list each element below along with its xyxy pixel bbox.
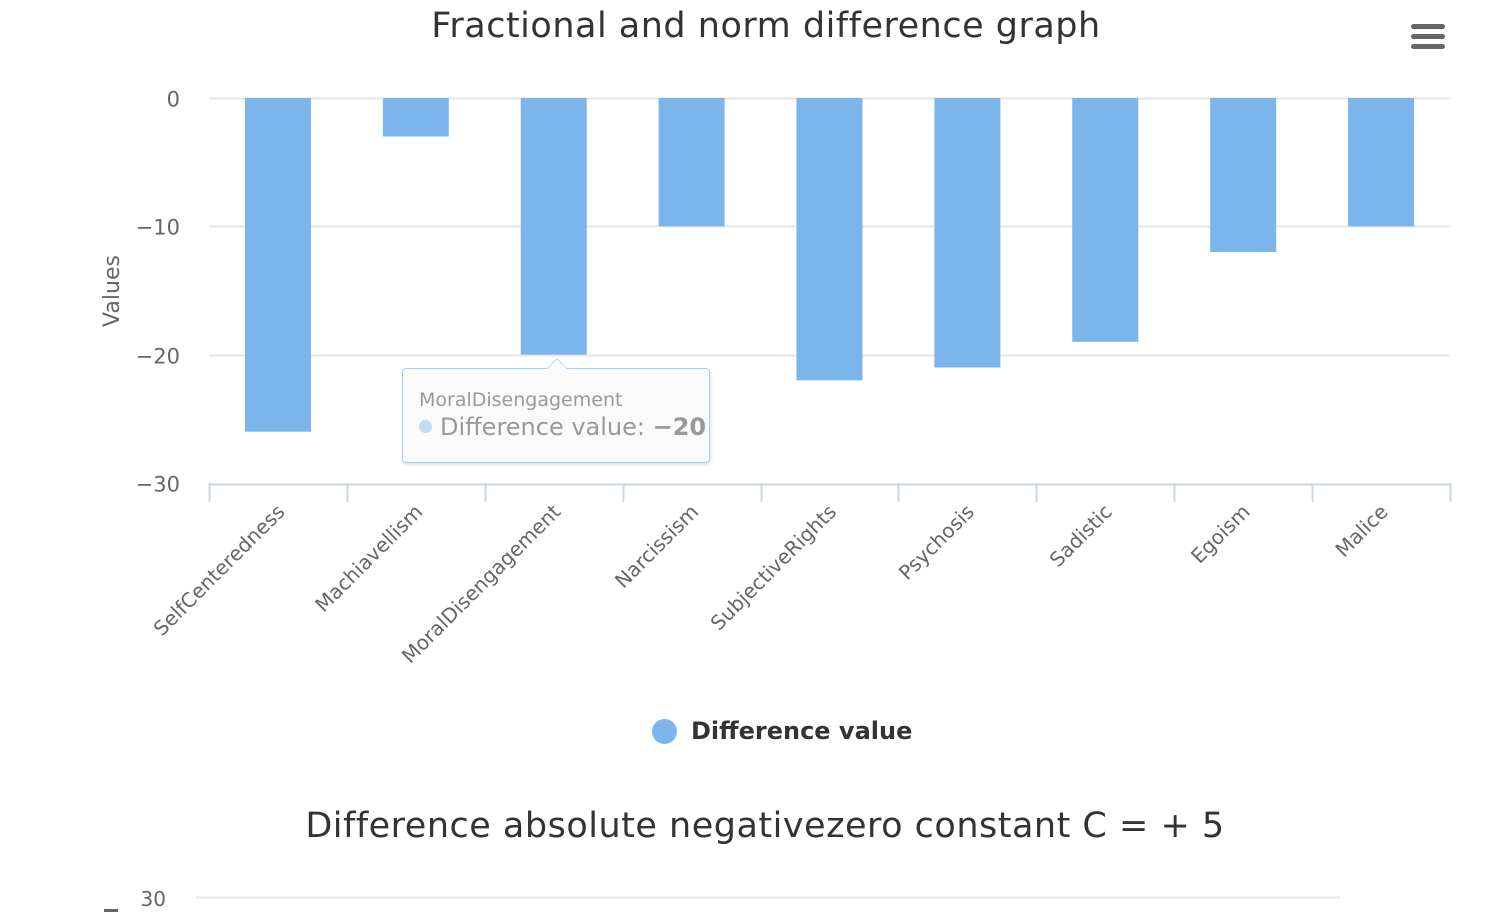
x-tick-label: SelfCenteredness <box>149 500 290 641</box>
x-tick-label: Psychosis <box>894 500 979 585</box>
legend-label: Difference value <box>691 717 913 745</box>
second-bar-chart: 30 <box>104 887 1340 912</box>
series-dot-icon <box>419 420 432 433</box>
tooltip-value: −20 <box>652 413 707 441</box>
y-tick-label: −10 <box>136 216 180 240</box>
x-tick-label: Malice <box>1330 500 1392 562</box>
legend-symbol-icon <box>652 718 677 744</box>
x-tick-label: SubjectiveRights <box>706 500 841 635</box>
tooltip-series-label: Difference value: <box>440 413 653 441</box>
x-axis-labels: SelfCenteredness MachiavellismMoralDiseng… <box>149 499 1393 668</box>
y-tick-label: −20 <box>136 345 180 369</box>
bar-machiavellism[interactable] <box>382 98 449 137</box>
second-chart-y-tick-label: 30 <box>141 887 166 911</box>
chart-title: Fractional and norm difference graph <box>431 6 1101 46</box>
bar-egoism[interactable] <box>1210 98 1277 252</box>
hamburger-menu-icon <box>1411 24 1445 29</box>
bar-psychosis[interactable] <box>934 98 1001 368</box>
bar-sadistic[interactable] <box>1072 98 1139 342</box>
chart-context-menu-button[interactable] <box>1406 20 1450 56</box>
second-chart-title: Difference absolute negativezero constan… <box>305 806 1225 846</box>
x-tick-label: Narcissism <box>610 500 703 593</box>
x-tick-label: Sadistic <box>1045 500 1117 572</box>
hamburger-menu-icon-bar <box>1411 44 1445 49</box>
y-tick-label: 0 <box>167 88 180 112</box>
tooltip-row: Difference value: −20 <box>419 413 706 441</box>
bar-narcissism[interactable] <box>658 98 725 227</box>
y-axis-ticks: 0 −10 −20 −30 <box>136 88 180 497</box>
x-tick-label: Egoism <box>1186 500 1255 569</box>
bar-chart: 0 −10 −20 −30 SelfCenteredness Machiavellism… <box>100 88 1452 668</box>
legend-item-difference-value[interactable]: Difference value <box>652 714 912 748</box>
x-axis <box>208 483 1452 502</box>
tooltip-arrow <box>546 358 568 369</box>
bar-moraldisengagement[interactable] <box>520 98 587 355</box>
tooltip-category: MoralDisengagement <box>419 389 623 411</box>
hamburger-menu-icon-bar <box>1411 34 1445 39</box>
bar-subjectiverights[interactable] <box>796 98 863 381</box>
bar-malice[interactable] <box>1348 98 1415 227</box>
bars <box>244 98 1415 432</box>
x-tick-label: MoralDisengagement <box>397 499 566 668</box>
y-axis-title: Values <box>100 255 125 327</box>
tooltip: MoralDisengagement Difference value: −20 <box>402 358 710 463</box>
bar-selfcenteredness[interactable] <box>244 98 311 432</box>
y-tick-label: −30 <box>136 473 180 497</box>
x-tick-label: Machiavellism <box>310 500 427 617</box>
second-chart-y-title-fragment <box>104 909 118 912</box>
